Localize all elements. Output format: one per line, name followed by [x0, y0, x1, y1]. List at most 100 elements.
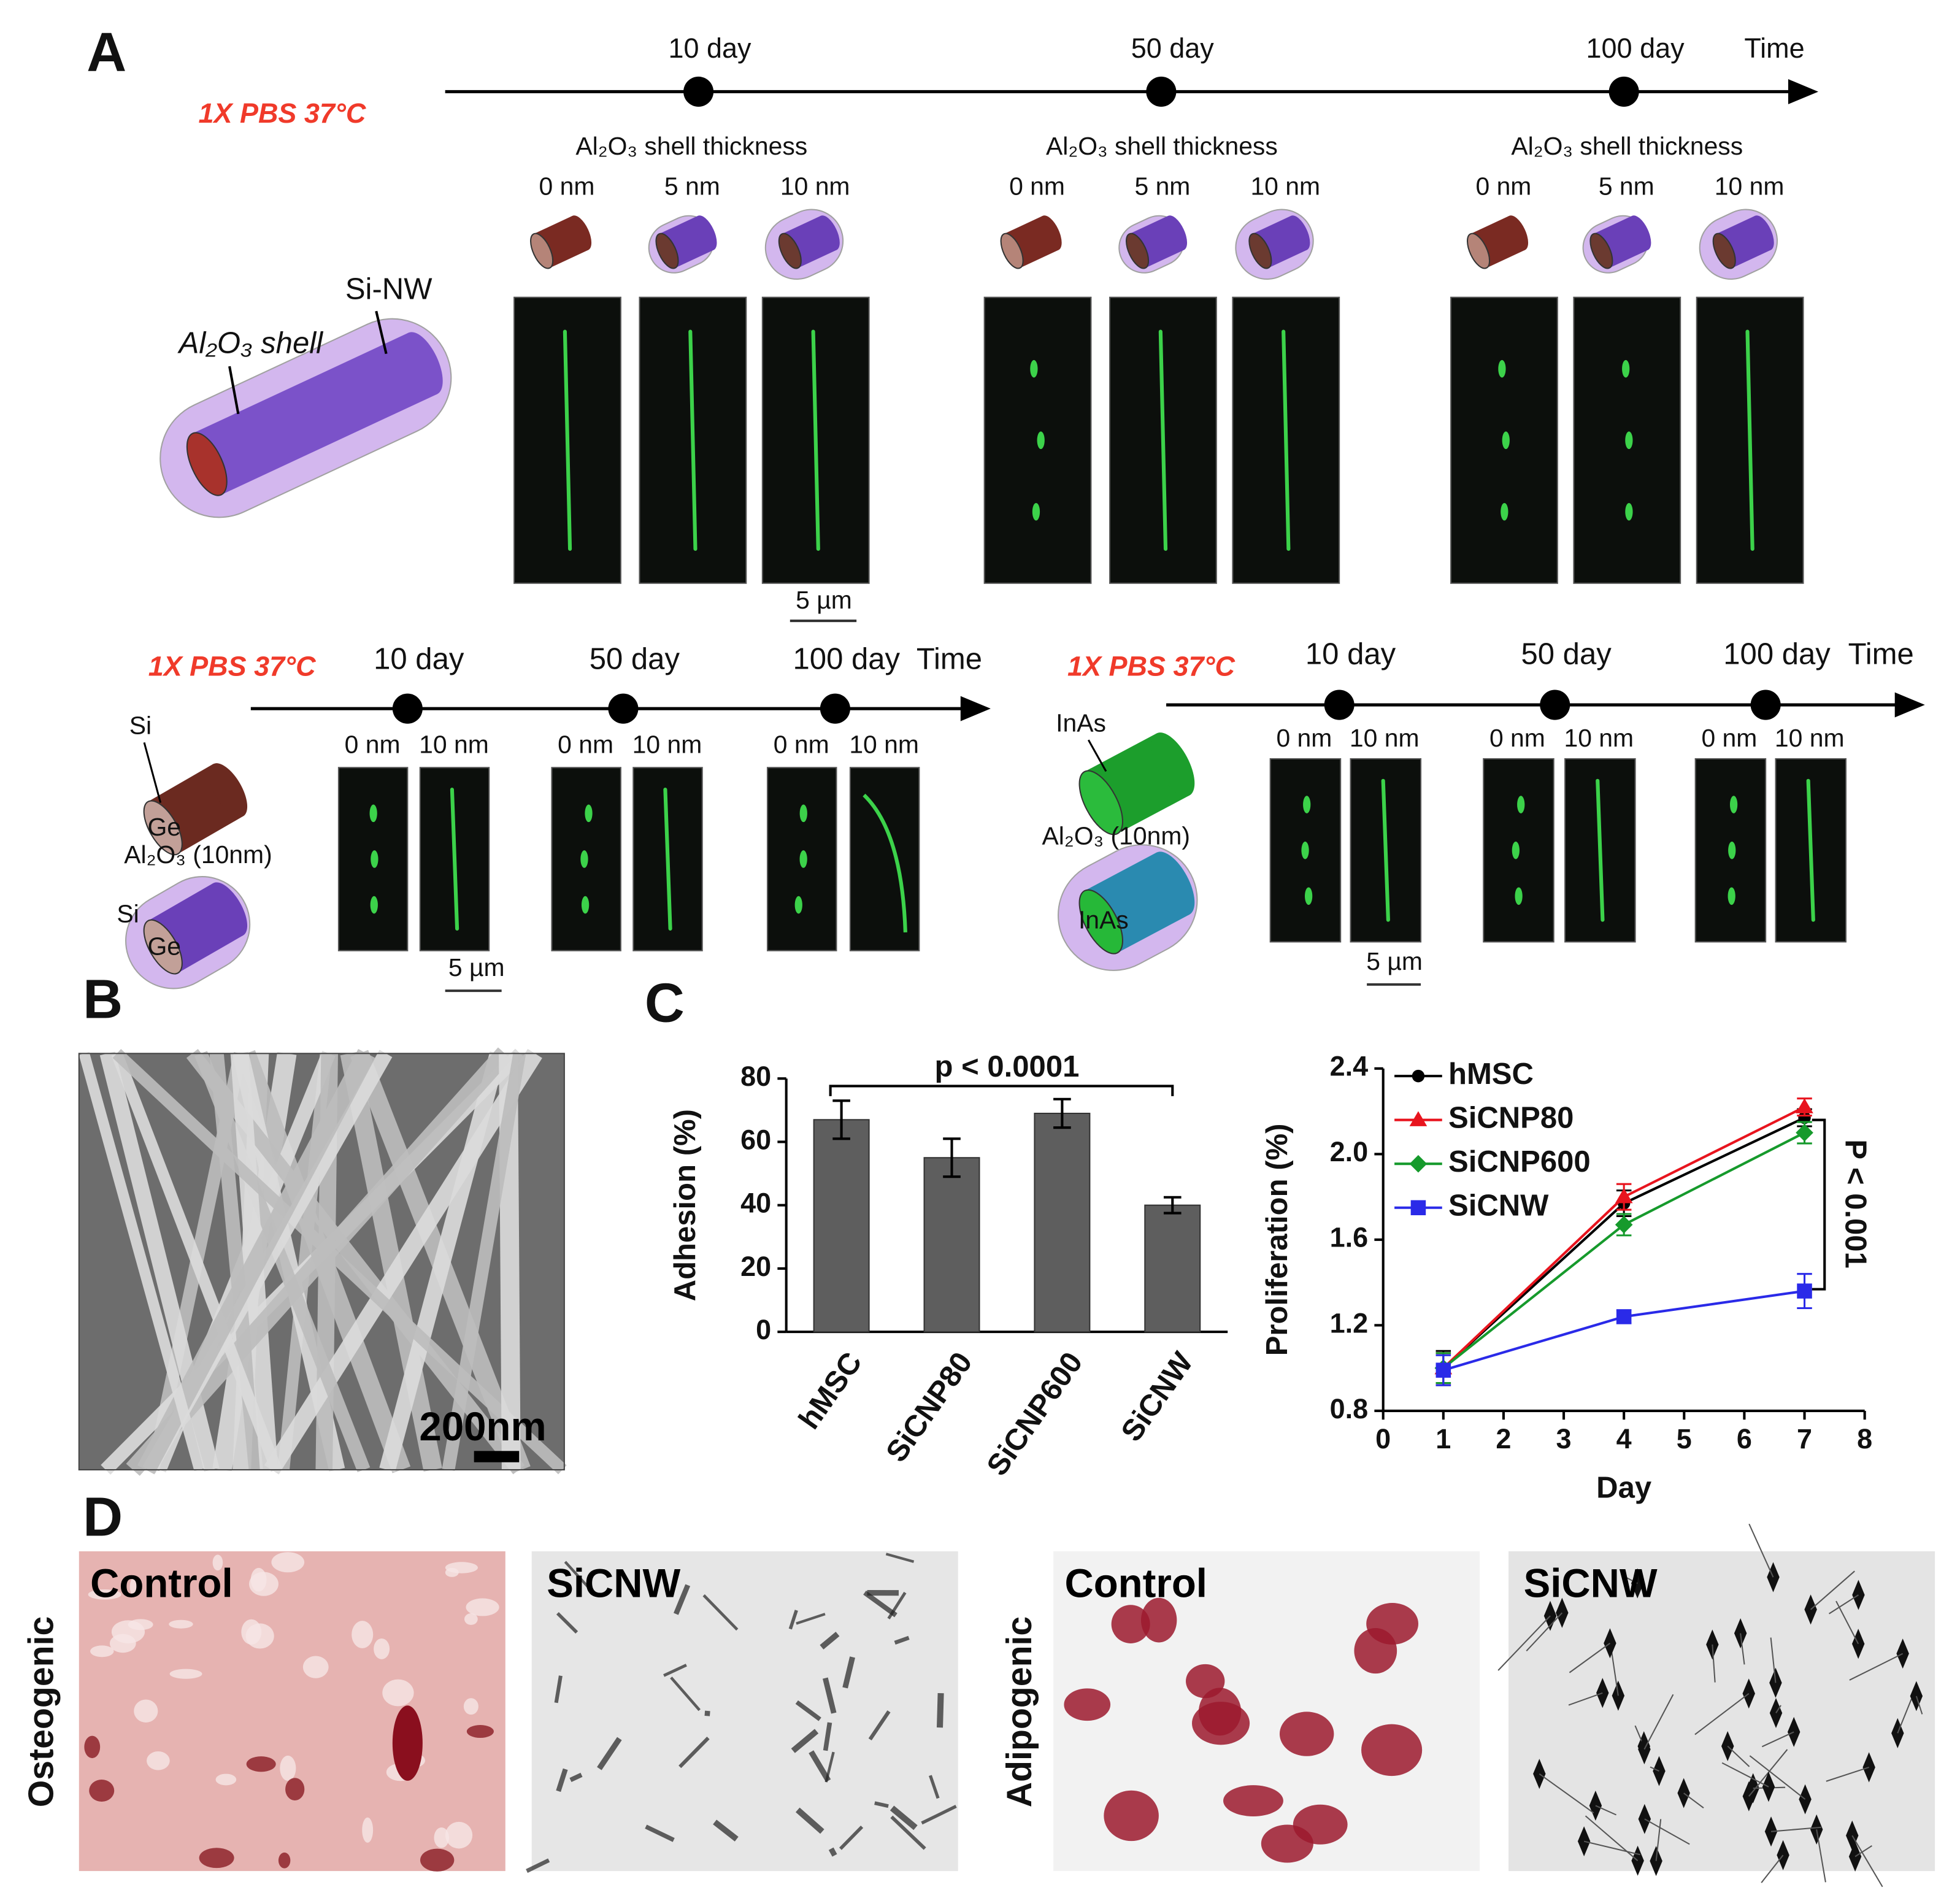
x-tick-label: SiCNW — [1115, 1346, 1199, 1447]
fragment-signal — [1625, 502, 1633, 521]
timeline-arrow — [1788, 79, 1819, 104]
cell — [842, 1656, 855, 1689]
timeline-arrow — [960, 696, 991, 721]
nanowire-icon — [159, 318, 452, 518]
timeline-arrow — [1894, 692, 1925, 718]
bar — [923, 1157, 980, 1333]
pointer — [1087, 739, 1107, 772]
y-tick-label: 0.8 — [1330, 1393, 1369, 1424]
fragment-signal — [370, 896, 378, 914]
series-line — [1443, 1289, 1805, 1372]
cell — [670, 1677, 701, 1711]
marker — [1616, 1309, 1632, 1324]
core-face — [1467, 232, 1491, 269]
image-label: SiCNW — [1524, 1561, 1658, 1605]
cell — [241, 1619, 262, 1645]
image-label: Control — [1064, 1561, 1207, 1605]
fiber — [1770, 1637, 1777, 1683]
icon-label: Al₂O₃ (10nm) — [124, 840, 272, 869]
thickness-label: 0 nm — [558, 730, 613, 758]
cell — [445, 1567, 459, 1577]
fiber — [264, 1048, 542, 1475]
nanowire-icon — [530, 215, 592, 269]
thickness-label: 0 nm — [1701, 724, 1757, 752]
scale-bar-label: 5 µm — [448, 953, 505, 981]
cell — [1604, 1628, 1616, 1659]
fragment-signal — [1622, 359, 1630, 378]
timepoint-label: 100 day — [1723, 637, 1831, 670]
fragment-signal — [1517, 796, 1525, 813]
micrograph — [1109, 296, 1217, 584]
thickness-label: 10 nm — [632, 730, 702, 758]
fragment-signal — [1502, 431, 1510, 450]
x-tick-label: hMSC — [793, 1346, 869, 1435]
fiber — [1595, 1805, 1616, 1816]
cell — [678, 1737, 710, 1769]
x-tick-label: 7 — [1797, 1423, 1812, 1454]
fiber — [1644, 1818, 1690, 1845]
cell — [820, 1632, 840, 1650]
fiber — [1810, 1570, 1855, 1610]
panel-label: B — [83, 969, 123, 1030]
cell — [890, 1815, 926, 1850]
legend-marker — [1409, 1111, 1428, 1126]
cell — [795, 1807, 824, 1834]
fiber — [1721, 1762, 1769, 1788]
fiber — [1568, 1692, 1603, 1706]
fiber — [1712, 1644, 1716, 1683]
cell — [466, 1598, 499, 1616]
fiber — [1761, 1731, 1794, 1748]
fiber — [1854, 1845, 1872, 1857]
y-tick-label: 1.2 — [1330, 1307, 1369, 1339]
legend-label: SiCNP80 — [1448, 1102, 1574, 1135]
nanowire-icon — [143, 763, 248, 856]
fragment-signal — [1305, 887, 1313, 905]
fiber — [1526, 1612, 1563, 1652]
nanowire-icon — [1699, 209, 1778, 280]
timepoint-label: 10 day — [374, 642, 464, 675]
fiber — [1826, 1766, 1869, 1782]
fiber — [1585, 1815, 1639, 1862]
cell — [129, 1577, 140, 1597]
cell — [839, 1825, 864, 1850]
core-face — [1000, 232, 1024, 269]
cell — [88, 1589, 121, 1600]
bar — [1034, 1112, 1091, 1333]
condition-label: 1X PBS 37°C — [1067, 651, 1235, 682]
fragment-signal — [1301, 841, 1309, 859]
pointer — [375, 310, 388, 355]
cell — [285, 1778, 305, 1801]
icon-label: Ge — [148, 932, 182, 960]
core-face — [1126, 232, 1150, 269]
fragment-signal — [580, 850, 588, 868]
cell — [921, 1805, 957, 1825]
lipid-cell — [1293, 1804, 1348, 1845]
core-face — [186, 432, 228, 496]
scale-bar — [474, 1451, 520, 1462]
cell — [796, 1613, 826, 1625]
marker — [1796, 1124, 1813, 1142]
fiber — [1835, 1600, 1859, 1645]
lipid-cell — [1186, 1664, 1225, 1699]
cell — [645, 1824, 675, 1842]
nanowire-signal — [688, 329, 698, 551]
shell-label: Al₂O₃ shell — [177, 326, 324, 359]
lipid-cell — [1223, 1785, 1283, 1816]
thickness-label: 0 nm — [1276, 724, 1332, 752]
fiber — [79, 1051, 205, 1472]
fragment-signal — [1032, 502, 1040, 521]
y-tick-label: 2.0 — [1330, 1136, 1369, 1167]
core-end — [1506, 215, 1529, 251]
fiber — [1816, 1829, 1826, 1883]
thickness-label: 5 nm — [1134, 172, 1190, 201]
thickness-label: 0 nm — [1475, 172, 1531, 201]
core-end — [694, 215, 717, 251]
micrograph — [1508, 1551, 1935, 1872]
fiber — [1643, 1694, 1674, 1750]
nanowire-signal — [563, 329, 572, 551]
lipid-cell — [1064, 1688, 1111, 1721]
cell — [704, 1710, 710, 1716]
cell — [663, 1664, 687, 1677]
fiber — [1539, 1773, 1594, 1814]
fragment-signal — [1729, 796, 1738, 813]
